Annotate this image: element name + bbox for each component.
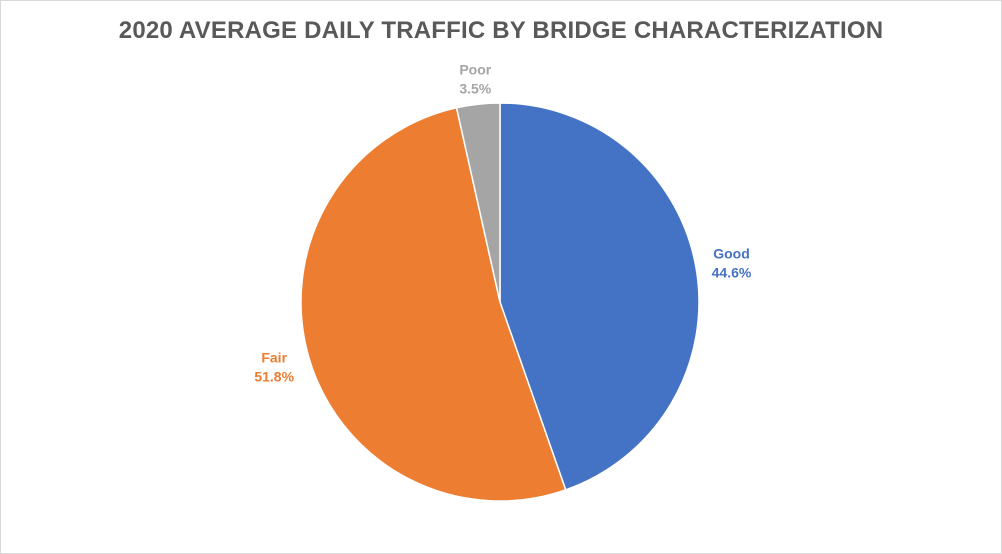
slice-value-good: 44.6%	[712, 265, 752, 281]
slice-label-good: Good	[713, 246, 750, 262]
slice-label-poor: Poor	[459, 62, 491, 78]
pie-slice-fair	[300, 106, 567, 502]
pie-slice-poor	[455, 102, 501, 303]
chart-title: 2020 AVERAGE DAILY TRAFFIC BY BRIDGE CHA…	[118, 17, 884, 44]
slice-value-poor: 3.5%	[459, 81, 491, 97]
slice-label-fair: Fair	[261, 350, 287, 366]
slice-value-fair: 51.8%	[254, 369, 294, 385]
pie-slice-good	[499, 102, 700, 491]
